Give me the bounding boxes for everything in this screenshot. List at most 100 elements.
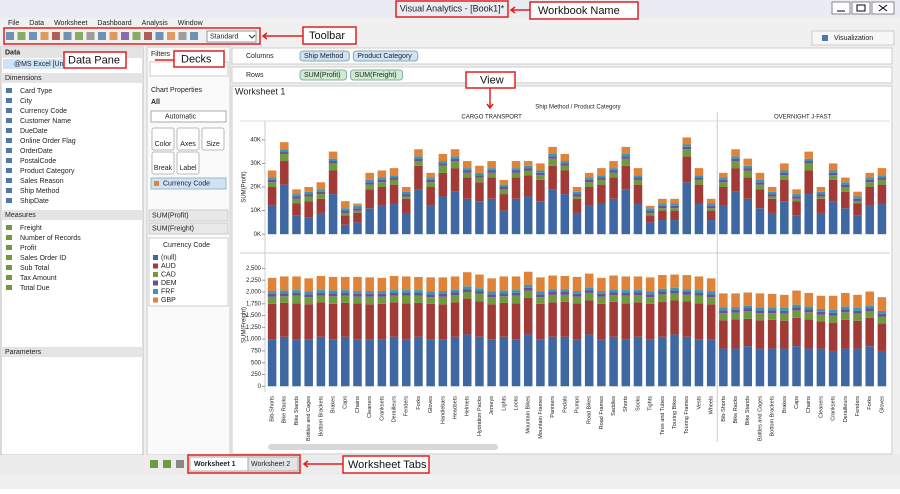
dimension-field[interactable]: OrderDate	[20, 148, 53, 155]
toolbar-button[interactable]	[75, 32, 83, 40]
bar-segment	[389, 290, 399, 293]
menu-item[interactable]: Window	[178, 20, 204, 27]
menu-item[interactable]: Analysis	[142, 20, 169, 27]
bar-segment	[584, 187, 594, 206]
dimension-field[interactable]: Ship Method	[20, 188, 59, 195]
toolbar-button[interactable]	[86, 32, 95, 40]
measure-field[interactable]: Tax Amount	[20, 275, 57, 282]
bar-segment	[548, 189, 557, 235]
mark-button[interactable]	[201, 127, 225, 151]
shelf-pill[interactable]	[299, 50, 350, 62]
data-source[interactable]	[3, 59, 65, 69]
x-tick-label: Derailleurs	[843, 396, 849, 423]
bar-segment	[841, 208, 850, 235]
bar-segment	[353, 212, 362, 223]
measure-field[interactable]: Profit	[20, 245, 36, 252]
shelf-pill[interactable]	[350, 69, 404, 81]
bar-segment	[755, 293, 765, 308]
bar-segment	[572, 276, 582, 292]
dimension-field[interactable]: Sales Reason	[20, 178, 64, 185]
dimension-field[interactable]: PostalCode	[20, 158, 56, 165]
dimension-field[interactable]: City	[20, 98, 33, 105]
bar-segment	[499, 179, 509, 185]
legend-title: Currency Code	[163, 242, 210, 249]
toolbar-button[interactable]	[132, 32, 141, 40]
toolbar-button[interactable]	[109, 32, 118, 40]
shelf-pill[interactable]	[299, 69, 348, 81]
toolbar-button[interactable]	[40, 32, 49, 40]
bar-segment	[865, 182, 874, 187]
toolbar-button[interactable]	[121, 32, 129, 40]
dimension-field[interactable]: Card Type	[20, 88, 52, 95]
menu-item[interactable]: Data	[29, 20, 44, 27]
x-tick-label: Derailleurs	[392, 396, 398, 423]
dimension-field[interactable]: Customer Name	[20, 118, 71, 125]
measure-field[interactable]: Sales Order ID	[20, 255, 66, 262]
bar-segment	[682, 182, 692, 235]
y-tick-label: 30K	[250, 161, 261, 167]
bar-segment	[548, 294, 557, 303]
toolbar-button[interactable]	[155, 32, 164, 40]
mark-button[interactable]	[151, 127, 175, 151]
menu-item[interactable]: Worksheet	[54, 20, 87, 27]
tab[interactable]	[247, 456, 299, 472]
toolbar-button[interactable]	[63, 32, 72, 40]
toolbar-button[interactable]	[144, 32, 152, 40]
row-fields: SUM(Profit) SUM(Freight)	[148, 209, 229, 235]
shelf-pill[interactable]	[352, 50, 419, 62]
measure-field[interactable]: Total Due	[20, 285, 50, 292]
bar-segment	[316, 194, 326, 199]
toolbar-button[interactable]	[29, 32, 37, 40]
measure-field[interactable]: Sub Total	[20, 265, 50, 272]
bar-segment	[609, 275, 618, 290]
dimension-field[interactable]: DueDate	[20, 128, 48, 135]
bar-segment	[475, 336, 484, 387]
bar-segment	[828, 309, 838, 313]
toolbar-button[interactable]	[167, 32, 175, 40]
new-sheet-icon[interactable]	[150, 460, 158, 468]
toolbar-button[interactable]	[17, 32, 26, 40]
x-tick-label: Bottles and Cages	[306, 396, 312, 441]
legend-label[interactable]: GBP	[161, 297, 176, 304]
measure-field[interactable]: Number of Records	[20, 235, 81, 242]
menu-item[interactable]: File	[8, 20, 19, 27]
toolbar-button[interactable]	[98, 32, 106, 40]
toolbar-button[interactable]	[190, 32, 198, 40]
legend-label[interactable]: DEM	[161, 280, 177, 287]
legend-label[interactable]: CAD	[161, 271, 176, 278]
visualization-button[interactable]	[811, 30, 895, 46]
mark-type-dropdown[interactable]	[150, 110, 227, 123]
bar-segment	[475, 165, 484, 173]
bar-segment	[267, 339, 277, 387]
legend-label[interactable]: FRF	[161, 288, 175, 295]
mark-button[interactable]	[176, 151, 200, 175]
toolbar-button[interactable]	[178, 32, 187, 40]
scrollbar[interactable]	[268, 444, 498, 450]
color-pill[interactable]	[150, 177, 227, 190]
maximize-button[interactable]	[851, 1, 871, 15]
row-field-tab[interactable]	[148, 222, 229, 235]
bar-segment	[682, 292, 692, 295]
new-dashboard-icon[interactable]	[163, 460, 171, 468]
view-size-dropdown[interactable]	[206, 30, 257, 43]
bar-segment	[304, 201, 313, 218]
dimension-field[interactable]: ShipDate	[20, 198, 49, 205]
sheet-sorter-icon[interactable]	[176, 460, 184, 468]
dimension-field[interactable]: Online Order Flag	[20, 138, 76, 145]
bar-segment	[450, 158, 460, 162]
menu-item[interactable]: Dashboard	[97, 20, 131, 27]
legend-label[interactable]: AUD	[161, 263, 176, 270]
mark-button[interactable]	[176, 127, 200, 151]
dimension-field[interactable]: Currency Code	[20, 108, 67, 115]
measure-field[interactable]: Freight	[20, 225, 42, 232]
legend-label[interactable]: (null)	[161, 254, 177, 261]
dimension-field[interactable]: Product Category	[20, 168, 75, 175]
toolbar-button[interactable]	[6, 32, 14, 40]
row-field-tab[interactable]	[148, 209, 229, 222]
minimize-button[interactable]	[831, 1, 851, 15]
toolbar-button[interactable]	[52, 32, 60, 40]
bar-segment	[316, 295, 326, 303]
bar-segment	[792, 307, 801, 311]
bar-segment	[633, 177, 643, 180]
mark-button[interactable]	[151, 151, 175, 175]
